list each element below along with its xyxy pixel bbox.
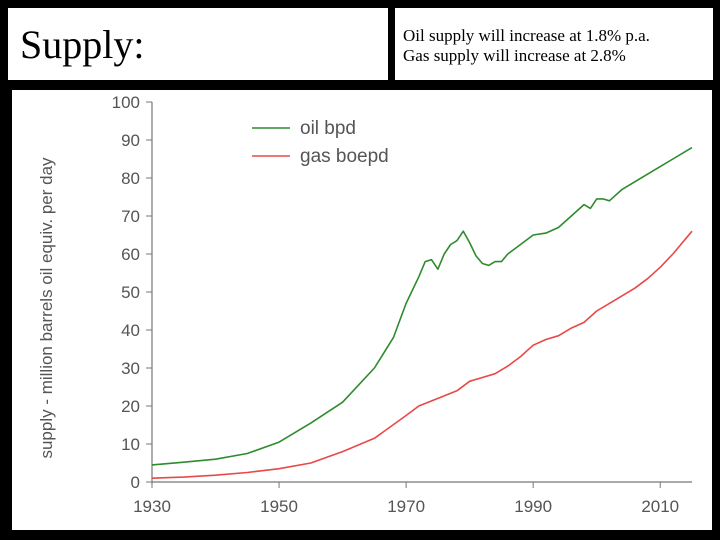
y-tick-label: 10 xyxy=(121,435,140,454)
chart-axes: 0 10 20 30 40 50 60 70 80 90 100 1930 1950 1970 1990 20… xyxy=(112,93,692,516)
y-tick-label: 0 xyxy=(131,473,140,492)
x-tick-label: 2010 xyxy=(641,497,679,516)
legend-label: gas boepd xyxy=(300,146,389,167)
slide-title: Supply: xyxy=(20,21,145,67)
y-tick-label: 70 xyxy=(121,207,140,226)
x-tick-label: 1990 xyxy=(514,497,552,516)
chart-panel: 0 10 20 30 40 50 60 70 80 90 100 1930 1950 1970 1990 20… xyxy=(12,90,712,530)
y-tick-label: 100 xyxy=(112,93,140,112)
y-tick-label: 20 xyxy=(121,397,140,416)
y-tick-label: 40 xyxy=(121,321,140,340)
slide-notes-box: Oil supply will increase at 1.8% p.a. Ga… xyxy=(395,8,713,80)
series-layer xyxy=(151,146,693,479)
legend-label: oil bpd xyxy=(300,118,356,139)
series-line-gas-boepd xyxy=(151,230,693,479)
y-tick-label: 30 xyxy=(121,359,140,378)
series-line-oil-bpd xyxy=(151,146,693,466)
x-tick-label: 1930 xyxy=(133,497,171,516)
y-tick-label: 80 xyxy=(121,169,140,188)
y-tick-label: 50 xyxy=(121,283,140,302)
slide-title-box: Supply: xyxy=(8,8,388,80)
chart-legend: oil bpd gas boepd xyxy=(252,118,389,167)
note-oil-growth: Oil supply will increase at 1.8% p.a. xyxy=(403,26,650,45)
note-gas-growth: Gas supply will increase at 2.8% xyxy=(403,46,626,65)
x-tick-label: 1950 xyxy=(260,497,298,516)
supply-line-chart: 0 10 20 30 40 50 60 70 80 90 100 1930 1950 1970 1990 20… xyxy=(37,93,693,516)
y-tick-label: 60 xyxy=(121,245,140,264)
y-axis-label: supply - million barrels oil equiv. per … xyxy=(37,157,56,459)
x-tick-label: 1970 xyxy=(387,497,425,516)
y-tick-label: 90 xyxy=(121,131,140,150)
